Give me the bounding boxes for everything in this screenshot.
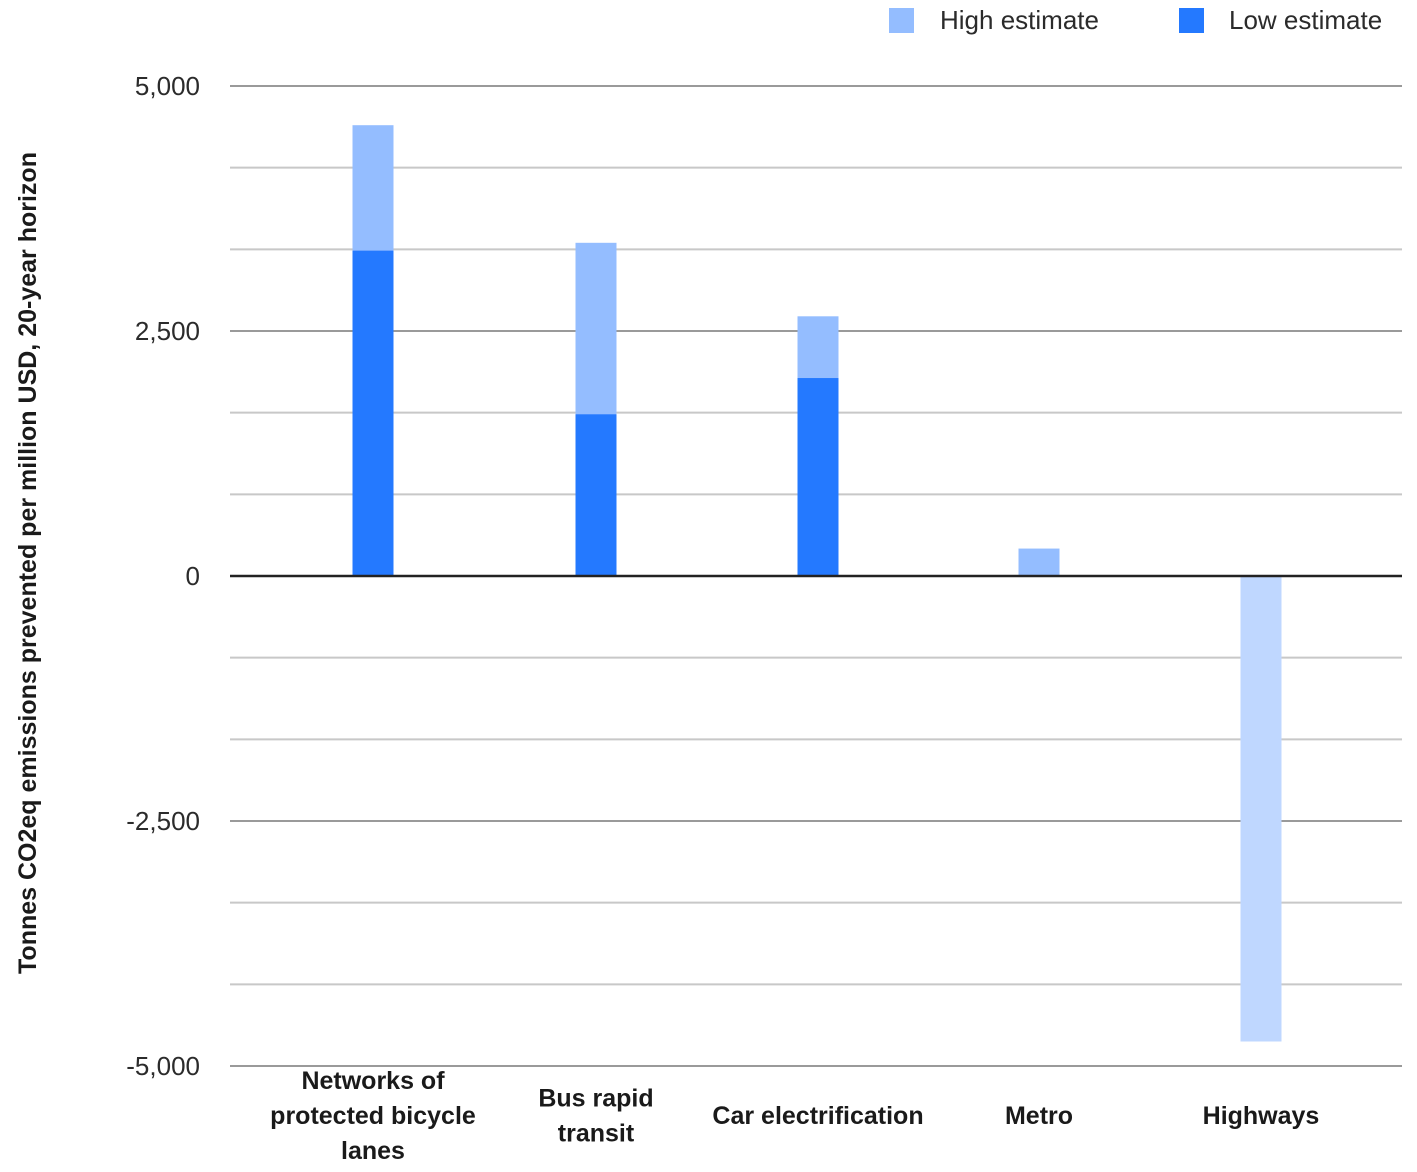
y-tick-label: 0: [186, 561, 200, 591]
gridlines: [230, 85, 1402, 1067]
x-category-labels: Networks of protected bicycle lanes Bus rap…: [270, 1067, 1319, 1165]
y-axis-label: Tonnes CO2eq emissions prevented per mil…: [14, 152, 42, 974]
y-tick-label: 5,000: [135, 71, 200, 101]
x-category-label: Networks of: [301, 1067, 445, 1095]
x-category-label: Car electrification: [712, 1102, 923, 1130]
x-category-label: protected bicycle: [270, 1102, 476, 1130]
y-tick-label: 2,500: [135, 316, 200, 346]
x-category-label: Highways: [1203, 1102, 1320, 1130]
bars: [352, 125, 1282, 1042]
legend-swatch: [889, 8, 914, 33]
bar-high-estimate: [1240, 576, 1282, 1042]
bar-low-estimate: [797, 378, 839, 576]
y-tick-labels: 5,000 2,500 0 -2,500 -5,000: [126, 71, 200, 1081]
legend-swatch: [1179, 8, 1204, 33]
bar-low-estimate: [575, 414, 617, 576]
x-category-label: lanes: [341, 1137, 405, 1165]
y-tick-label: -5,000: [126, 1051, 200, 1081]
y-tick-label: -2,500: [126, 806, 200, 836]
x-category-label: Metro: [1005, 1102, 1073, 1130]
legend-label: Low estimate: [1229, 5, 1382, 35]
legend: High estimate Low estimate: [889, 5, 1382, 35]
legend-label: High estimate: [940, 5, 1099, 35]
x-category-label: transit: [558, 1120, 635, 1148]
x-category-label: Bus rapid: [538, 1085, 653, 1113]
bar-high-estimate: [1018, 548, 1060, 576]
bar-low-estimate: [352, 250, 394, 576]
